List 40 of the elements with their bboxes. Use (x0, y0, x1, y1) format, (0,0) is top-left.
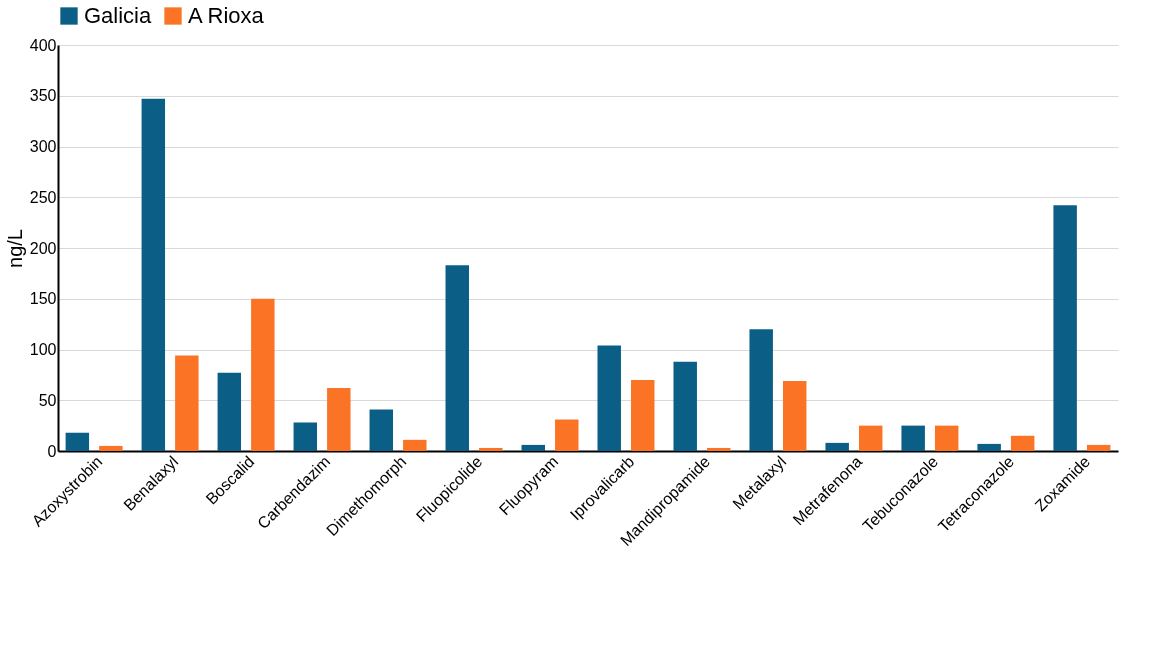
bar (1053, 205, 1077, 451)
bar (673, 361, 697, 451)
bar (1086, 444, 1111, 451)
bar (251, 298, 275, 451)
bar (977, 443, 1001, 451)
bar (141, 98, 166, 451)
bar (175, 355, 199, 451)
bar (479, 447, 503, 451)
bar (1010, 435, 1035, 451)
y-tick-label: 150 (29, 290, 57, 308)
bar (858, 425, 883, 451)
y-tick-label: 0 (47, 442, 57, 460)
y-tick-label: 400 (29, 36, 57, 54)
bar (782, 380, 807, 451)
bar (901, 425, 925, 451)
bar (217, 372, 242, 451)
legend-label: Galicia (84, 3, 153, 28)
bar (99, 445, 123, 451)
bar (293, 422, 318, 451)
bar (825, 442, 849, 451)
bar (707, 447, 731, 451)
bar (749, 329, 773, 451)
bar (597, 345, 621, 451)
bar (327, 388, 351, 451)
bar (555, 419, 579, 451)
y-tick-label: 250 (29, 188, 57, 206)
legend-label: A Rioxa (188, 3, 265, 28)
y-tick-label: 350 (29, 87, 57, 105)
y-tick-label: 100 (29, 341, 57, 358)
bar (403, 439, 427, 451)
y-tick-label: 300 (29, 138, 57, 155)
bar (631, 379, 655, 451)
y-axis-title: ng/L (3, 229, 26, 268)
y-tick-label: 200 (29, 239, 57, 257)
bar (369, 409, 394, 451)
bar (521, 444, 545, 451)
y-tick-label: 50 (38, 391, 57, 409)
bar (445, 265, 469, 451)
bar (65, 432, 90, 451)
bar (934, 425, 959, 451)
